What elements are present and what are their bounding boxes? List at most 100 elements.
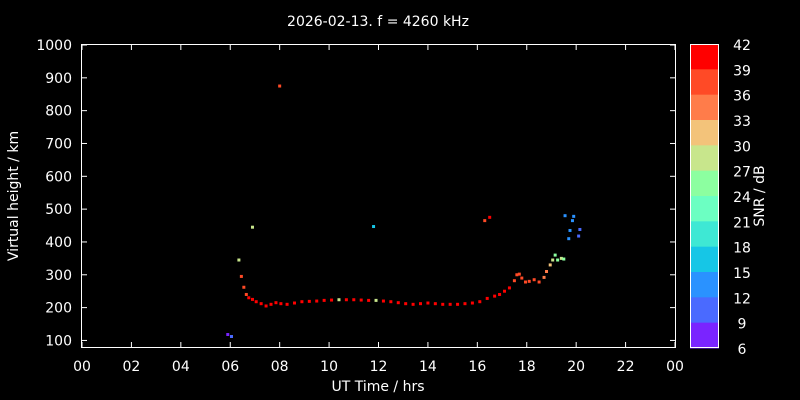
data-point [488, 215, 492, 219]
x-tick-label: 12 [370, 359, 388, 375]
colorbar: 42 39 36 33 30 27 24 21 18 15 12 9 6 [690, 38, 751, 358]
y-tick-label: 400 [45, 235, 72, 251]
x-tick-label: 22 [617, 359, 635, 375]
colorbar-segment [690, 69, 719, 96]
colorbar-segment [690, 196, 719, 222]
data-point [551, 258, 555, 262]
data-point [239, 274, 243, 278]
data-point [330, 298, 334, 302]
x-axis-label: UT Time / hrs [331, 379, 424, 395]
data-point [285, 302, 289, 306]
y-tick-label: 800 [45, 104, 72, 120]
colorbar-segment [690, 145, 719, 172]
data-point [226, 333, 230, 337]
colorbar-tick-label: 39 [733, 63, 751, 79]
data-point [244, 292, 248, 296]
x-tick-label: 06 [221, 359, 239, 375]
colorbar-tick-label: 30 [733, 139, 751, 155]
x-tick-label: 16 [468, 359, 486, 375]
data-point [483, 219, 487, 223]
x-tick-label: 00 [666, 359, 684, 375]
data-point [542, 275, 546, 279]
data-point [411, 302, 415, 306]
data-point [577, 234, 581, 238]
colorbar-tick-label: 33 [733, 114, 751, 130]
data-point [315, 299, 319, 303]
x-tick-label: 04 [172, 359, 190, 375]
colorbar-label: SNR / dB [752, 165, 768, 226]
data-point [389, 300, 393, 304]
data-point [570, 219, 574, 223]
data-point [470, 301, 474, 305]
data-point [229, 334, 233, 338]
data-point [493, 294, 497, 298]
colorbar-tick-label: 27 [733, 165, 751, 181]
data-point [269, 302, 273, 306]
colorbar-tick-label: 12 [733, 291, 751, 307]
data-point [572, 214, 576, 218]
colorbar-tick-label: 6 [738, 342, 747, 358]
colorbar-tick-label: 15 [733, 266, 751, 282]
data-point [307, 299, 311, 303]
data-point [337, 298, 341, 302]
data-point [556, 258, 560, 262]
colorbar-segment [690, 170, 719, 197]
data-point [578, 227, 582, 231]
chart-title: 2026-02-13. f = 4260 kHz [287, 14, 469, 30]
data-point [537, 280, 541, 284]
y-tick-label: 700 [45, 136, 72, 152]
data-point [237, 258, 241, 262]
y-tick-label: 200 [45, 301, 72, 317]
data-point [259, 302, 263, 306]
data-point [507, 286, 511, 290]
colorbar-segment [690, 94, 719, 121]
y-tick-label: 300 [45, 268, 72, 284]
data-point [524, 280, 528, 284]
data-point [264, 304, 268, 308]
data-point [433, 302, 437, 306]
data-point [563, 214, 567, 218]
colorbar-segment [690, 120, 719, 146]
data-point [381, 299, 385, 303]
data-point [485, 296, 489, 300]
colorbar-tick-label: 18 [733, 241, 751, 257]
data-point [344, 298, 348, 302]
data-point [352, 298, 356, 302]
data-point [512, 279, 516, 283]
y-tick-label: 600 [45, 169, 72, 185]
data-point [463, 302, 467, 306]
data-point [426, 301, 430, 305]
x-tick-label: 02 [123, 359, 141, 375]
y-tick-label: 1000 [36, 38, 72, 54]
data-point [247, 296, 251, 300]
data-point [498, 292, 502, 296]
y-axis-label: Virtual height / km [6, 131, 22, 261]
data-point [374, 298, 378, 302]
data-point [250, 297, 254, 301]
data-point [448, 302, 452, 306]
colorbar-segment [690, 297, 719, 324]
colorbar-segment [690, 44, 719, 70]
data-point [456, 302, 460, 306]
data-point [372, 225, 376, 229]
data-point [396, 301, 400, 305]
x-tick-label: 00 [73, 359, 91, 375]
data-point [242, 285, 246, 289]
x-tick-label: 20 [567, 359, 585, 375]
y-tick-label: 500 [45, 202, 72, 218]
data-point [441, 302, 445, 306]
data-point [503, 289, 507, 293]
data-point [278, 84, 282, 88]
data-point [292, 301, 296, 305]
data-point [419, 302, 423, 306]
data-point [254, 300, 258, 304]
data-point [300, 300, 304, 304]
colorbar-frame [690, 44, 719, 348]
colorbar-segment [690, 272, 719, 298]
x-tick-label: 10 [320, 359, 338, 375]
y-tick-label: 100 [45, 333, 72, 349]
data-point [478, 300, 482, 304]
y-tick-label: 900 [45, 71, 72, 87]
data-point [359, 298, 363, 302]
